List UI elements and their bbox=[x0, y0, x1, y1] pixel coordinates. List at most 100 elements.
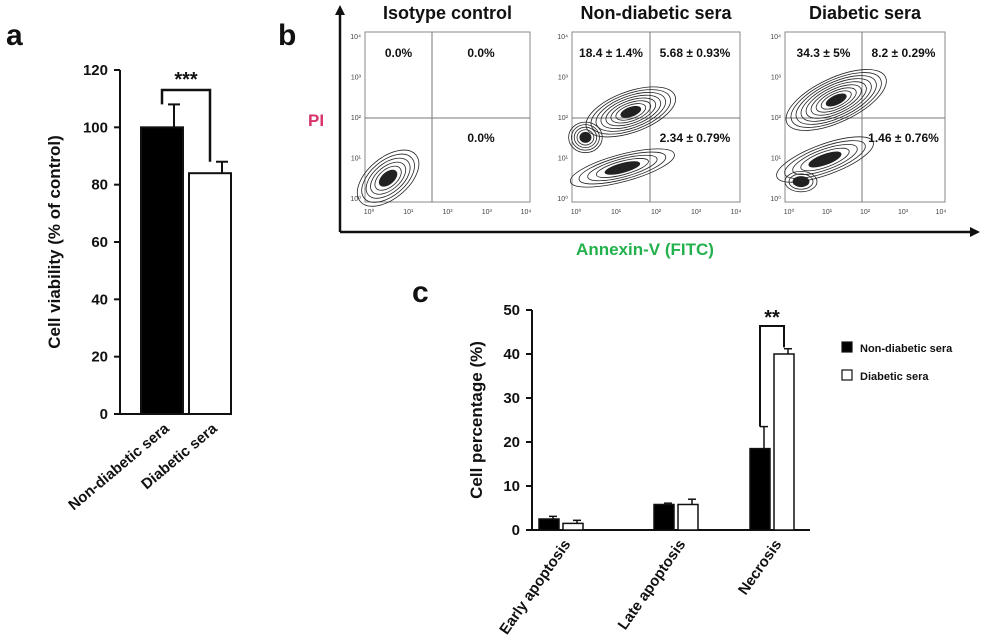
x-tick-label: 10² bbox=[651, 209, 662, 216]
y-tick-label: 10⁰ bbox=[557, 195, 568, 203]
y-tick-label: 10⁴ bbox=[770, 34, 781, 41]
density-contour bbox=[383, 173, 393, 183]
bar-diabetic bbox=[773, 353, 795, 531]
panel-letter-b: b bbox=[278, 19, 296, 52]
density-contour bbox=[816, 155, 834, 164]
y-axis-title: Cell percentage (%) bbox=[467, 341, 486, 499]
flow-plot-title: Non-diabetic sera bbox=[580, 3, 732, 23]
density-contour bbox=[356, 149, 420, 207]
density-contour bbox=[374, 165, 402, 191]
density-contour bbox=[625, 108, 637, 116]
y-tick-label: 80 bbox=[91, 177, 108, 194]
significance-label: ** bbox=[764, 307, 780, 329]
x-tick-label: 10⁰ bbox=[784, 208, 795, 216]
y-tick-label: 10⁴ bbox=[557, 34, 568, 41]
y-tick-label: 120 bbox=[83, 62, 108, 79]
bar-diabetic bbox=[188, 172, 232, 415]
significance-bracket bbox=[759, 325, 785, 427]
quadrant-upper-left-value: 0.0% bbox=[385, 46, 413, 60]
bar-non-diabetic bbox=[749, 447, 771, 531]
quadrant-upper-right-value: 8.2 ± 0.29% bbox=[872, 46, 936, 60]
density-contour bbox=[784, 171, 818, 193]
density-contour bbox=[573, 126, 598, 148]
panel-letter-a: a bbox=[6, 19, 23, 52]
panel-c-bar-chart: 0 10 20 30 40 50 Cell percentage (%) Early apop… bbox=[467, 302, 953, 638]
x-tick-label: 10⁴ bbox=[521, 209, 532, 216]
y-tick-label: 0 bbox=[100, 406, 108, 423]
quadrant-upper-left-value: 34.3 ± 5% bbox=[797, 46, 851, 60]
quadrant-lower-right-value: 0.0% bbox=[467, 131, 495, 145]
y-tick-label: 10³ bbox=[771, 75, 782, 82]
density-contour bbox=[796, 178, 806, 185]
y-tick-label: 10² bbox=[771, 115, 782, 122]
y-tick-label: 10³ bbox=[351, 75, 362, 82]
x-tick-label: 10¹ bbox=[822, 209, 833, 216]
density-contour bbox=[810, 84, 862, 116]
y-tick-label: 60 bbox=[91, 234, 108, 251]
y-tick-label: 20 bbox=[91, 349, 108, 366]
density-contour bbox=[595, 158, 649, 178]
density-contour bbox=[792, 143, 858, 176]
y-tick-label: 10⁰ bbox=[770, 195, 781, 203]
y-tick-label: 30 bbox=[503, 390, 520, 407]
density-contour bbox=[788, 173, 814, 190]
density-contour bbox=[605, 97, 657, 127]
density-contour bbox=[615, 103, 647, 121]
y-tick-label: 10⁰ bbox=[350, 195, 361, 203]
legend-label: Non-diabetic sera bbox=[860, 343, 953, 355]
y-tick-label: 40 bbox=[503, 346, 520, 363]
density-contour bbox=[610, 100, 652, 124]
density-contour bbox=[820, 90, 852, 110]
density-contour bbox=[595, 92, 667, 132]
density-contour bbox=[613, 164, 632, 172]
bar-diabetic bbox=[677, 503, 699, 531]
density-contour bbox=[587, 154, 658, 182]
flow-plot-title: Isotype control bbox=[383, 3, 512, 23]
quadrant-lower-right-value: 2.34 ± 0.79% bbox=[660, 131, 731, 145]
y-tick-label: 0 bbox=[512, 522, 520, 539]
bar-non-diabetic bbox=[653, 503, 675, 531]
annexin-axis-title: Annexin-V (FITC) bbox=[576, 240, 714, 259]
y-tick-label: 10¹ bbox=[771, 156, 782, 163]
y-tick-label: 50 bbox=[503, 302, 520, 319]
density-contour bbox=[776, 136, 874, 183]
y-tick-label: 10³ bbox=[558, 75, 569, 82]
y-tick-label: 10² bbox=[558, 115, 569, 122]
density-contour bbox=[815, 87, 857, 113]
panel-letter-c: c bbox=[412, 276, 429, 309]
legend-swatch bbox=[841, 341, 853, 353]
x-tick-label: 10⁴ bbox=[731, 209, 742, 216]
density-contour bbox=[582, 134, 589, 141]
bar-diabetic bbox=[562, 522, 584, 531]
quadrant-upper-right-value: 0.0% bbox=[467, 46, 495, 60]
panel-a-bar-chart: 0 20 40 60 80 100 120 Cell viability (% of cont… bbox=[45, 62, 232, 514]
plot-frame bbox=[571, 31, 741, 203]
y-tick-label: 10² bbox=[351, 115, 362, 122]
y-tick-label: 10 bbox=[503, 478, 520, 495]
legend-label: Diabetic sera bbox=[860, 371, 929, 383]
y-tick-label: 10⁴ bbox=[350, 34, 361, 41]
x-tick-label: 10³ bbox=[482, 209, 493, 216]
density-contour bbox=[790, 72, 882, 128]
significance-label: *** bbox=[174, 69, 198, 91]
bar-non-diabetic bbox=[140, 126, 184, 415]
density-contour bbox=[576, 129, 595, 146]
density-contour bbox=[361, 153, 415, 203]
density-contour bbox=[785, 69, 887, 131]
quadrant-lower-right-value: 1.46 ± 0.76% bbox=[868, 131, 939, 145]
y-tick-label: 20 bbox=[503, 434, 520, 451]
y-axis-title: Cell viability (% of control) bbox=[45, 135, 64, 348]
x-tick-label: 10¹ bbox=[611, 209, 622, 216]
density-contour bbox=[800, 78, 872, 122]
y-tick-label: 10¹ bbox=[351, 156, 362, 163]
flow-plot-title: Diabetic sera bbox=[809, 3, 922, 23]
density-contour bbox=[784, 140, 866, 179]
density-contour bbox=[830, 96, 842, 104]
quadrant-upper-left-value: 18.4 ± 1.4% bbox=[579, 46, 643, 60]
y-tick-label: 40 bbox=[91, 291, 108, 308]
quadrant-upper-right-value: 5.68 ± 0.93% bbox=[660, 46, 731, 60]
